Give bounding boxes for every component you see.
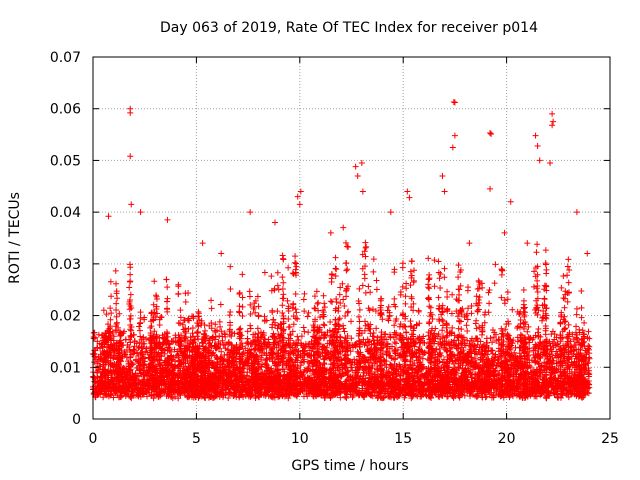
- data-point: [161, 359, 168, 366]
- data-point: [243, 340, 250, 347]
- data-point: [418, 347, 425, 354]
- data-point: [184, 339, 191, 346]
- data-point: [585, 328, 592, 335]
- data-point: [354, 348, 361, 355]
- data-point: [224, 346, 231, 353]
- data-point: [218, 328, 225, 335]
- data-point: [225, 395, 232, 402]
- data-point: [499, 382, 506, 389]
- data-point: [264, 389, 271, 396]
- data-point: [351, 342, 358, 349]
- data-point: [233, 388, 240, 395]
- data-point: [553, 348, 560, 355]
- data-point: [511, 349, 518, 356]
- data-point: [294, 333, 301, 340]
- data-point: [250, 337, 257, 344]
- data-point: [489, 327, 496, 334]
- data-point: [552, 352, 559, 359]
- data-point: [554, 341, 561, 348]
- data-point: [582, 347, 589, 354]
- data-point: [551, 336, 558, 343]
- data-point: [568, 343, 575, 350]
- data-point: [383, 364, 390, 371]
- data-point: [393, 340, 400, 347]
- data-point: [239, 350, 246, 357]
- data-point: [438, 364, 445, 371]
- data-point: [387, 394, 394, 401]
- data-point: [524, 345, 531, 352]
- data-point: [526, 335, 533, 342]
- data-point: [100, 394, 107, 401]
- data-point: [289, 349, 296, 356]
- data-point: [298, 333, 305, 340]
- data-point: [95, 358, 102, 365]
- data-point: [574, 351, 581, 358]
- data-point: [228, 348, 235, 355]
- chart-title: Day 063 of 2019, Rate Of TEC Index for r…: [160, 20, 538, 36]
- data-point: [585, 390, 592, 397]
- data-point: [190, 333, 197, 340]
- data-point: [305, 364, 312, 371]
- data-point: [248, 392, 255, 399]
- data-point: [435, 363, 442, 370]
- data-point: [353, 361, 360, 368]
- data-point: [391, 339, 398, 346]
- data-point: [228, 333, 235, 340]
- data-point: [216, 384, 223, 391]
- data-point: [98, 332, 105, 339]
- data-point: [467, 393, 474, 400]
- data-point: [94, 369, 101, 376]
- data-point: [295, 336, 302, 343]
- data-point: [338, 357, 345, 364]
- data-point: [471, 343, 478, 350]
- data-point: [122, 336, 129, 343]
- data-point: [546, 351, 553, 358]
- data-point: [568, 368, 575, 375]
- data-point: [262, 360, 269, 367]
- data-point: [491, 354, 498, 361]
- data-point: [448, 344, 455, 351]
- data-point: [160, 340, 167, 347]
- data-point: [396, 351, 403, 358]
- data-point: [486, 391, 493, 398]
- data-points: [89, 98, 593, 402]
- data-point: [471, 371, 478, 378]
- data-point: [218, 348, 225, 355]
- data-point: [349, 344, 356, 351]
- data-point: [110, 394, 117, 401]
- data-point: [164, 355, 171, 362]
- data-point: [386, 369, 393, 376]
- grid: [93, 57, 610, 419]
- data-point: [380, 357, 387, 364]
- data-point: [141, 358, 148, 365]
- data-point: [568, 359, 575, 366]
- data-point: [351, 356, 358, 363]
